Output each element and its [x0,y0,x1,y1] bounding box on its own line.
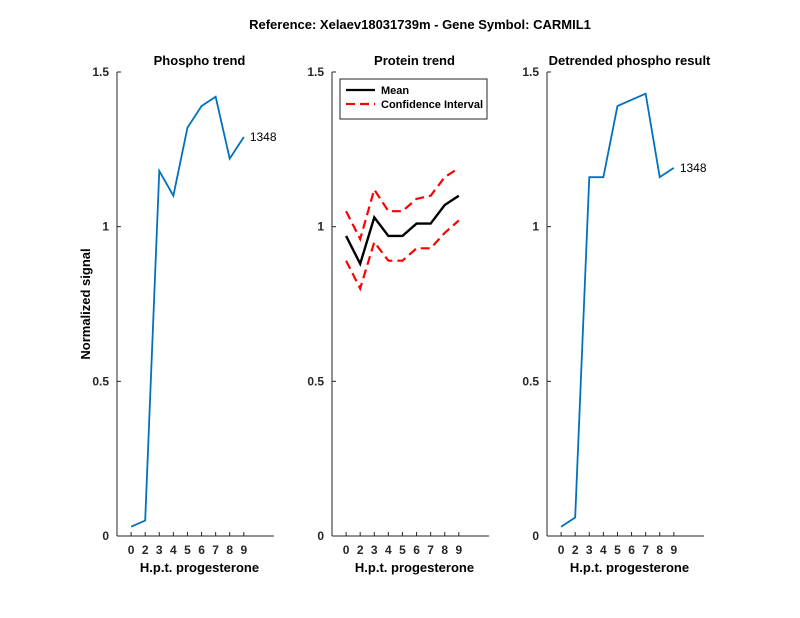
x-tick-label: 2 [142,543,149,557]
x-tick-label: 2 [357,543,364,557]
x-tick-label: 8 [441,543,448,557]
legend-box [339,78,488,120]
x-tick-label: 7 [642,543,649,557]
y-tick-label: 1.5 [92,65,109,79]
series-line-1 [130,95,245,528]
x-tick-label: 9 [455,543,462,557]
y-tick-label: 0.5 [92,374,109,388]
chart-legend: Mean Confidence Interval [339,78,488,120]
figure-title: Reference: Xelaev18031739m - Gene Symbol… [249,17,591,32]
y-tick-label: 0.5 [307,374,324,388]
x-axis-label: H.p.t. progesterone [140,560,259,575]
y-tick-label: 0 [102,529,109,543]
legend-entry-label: Confidence Interval [381,99,483,111]
y-tick-label: 0.5 [522,374,539,388]
y-axis-label: Normalized signal [78,248,93,359]
panel-title: Protein trend [374,53,455,68]
x-tick-label: 7 [212,543,219,557]
x-tick-label: 4 [170,543,177,557]
x-tick-label: 9 [240,543,247,557]
x-tick-label: 4 [385,543,392,557]
x-tick-label: 0 [128,543,135,557]
x-tick-label: 8 [226,543,233,557]
x-tick-label: 3 [371,543,378,557]
y-tick-label: 1.5 [522,65,539,79]
panel-title: Detrended phospho result [549,53,711,68]
y-tick-label: 1.5 [307,65,324,79]
panel-title: Phospho trend [154,53,246,68]
x-tick-label: 6 [413,543,420,557]
series-line-3 [345,219,460,292]
y-tick-label: 1 [317,220,324,234]
x-tick-label: 5 [399,543,406,557]
x-tick-label: 6 [198,543,205,557]
y-tick-label: 1 [102,220,109,234]
series-line-1 [345,194,460,267]
y-tick-label: 0 [532,529,539,543]
x-tick-label: 7 [427,543,434,557]
x-tick-label: 0 [558,543,565,557]
x-tick-label: 9 [670,543,677,557]
series-end-label: 1348 [250,130,277,144]
x-axis-label: H.p.t. progesterone [355,560,474,575]
series-line-1 [560,92,675,528]
x-tick-label: 5 [184,543,191,557]
legend-entry-label: Mean [381,85,409,97]
x-tick-label: 8 [656,543,663,557]
x-tick-label: 3 [156,543,163,557]
x-tick-label: 6 [628,543,635,557]
x-tick-label: 5 [614,543,621,557]
x-axis-label: H.p.t. progesterone [570,560,689,575]
y-tick-label: 0 [317,529,324,543]
x-tick-label: 0 [343,543,350,557]
x-tick-label: 3 [586,543,593,557]
x-tick-label: 4 [600,543,607,557]
series-line-2 [345,166,460,243]
y-tick-label: 1 [532,220,539,234]
series-end-label: 1348 [680,161,707,175]
x-tick-label: 2 [572,543,579,557]
